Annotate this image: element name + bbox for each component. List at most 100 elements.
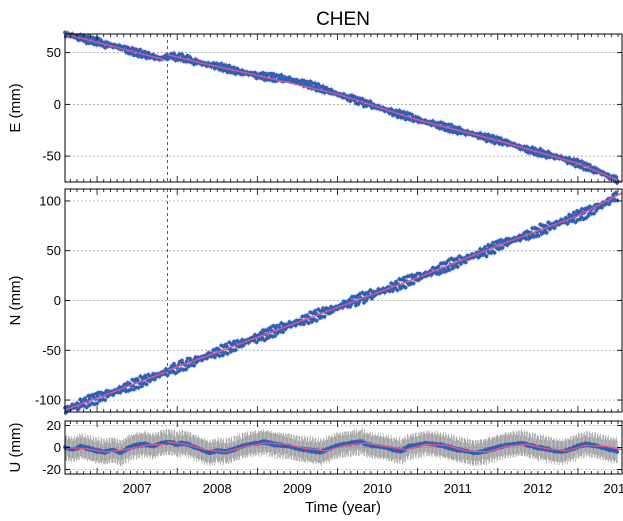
x-tick-label: 2008 (203, 481, 232, 496)
data-point (138, 374, 143, 379)
data-point (614, 175, 619, 180)
data-point (607, 202, 612, 206)
model-fit-line (167, 192, 623, 371)
data-point (455, 256, 459, 261)
y-tick-label: -20 (42, 462, 61, 477)
data-point (301, 322, 306, 327)
data-point (592, 211, 596, 216)
y-tick-label: 0 (54, 440, 61, 455)
model-fit-line (64, 33, 166, 61)
data-point (220, 353, 225, 358)
data-point (484, 254, 489, 259)
data-point (281, 330, 285, 334)
y-tick-label: -100 (35, 393, 61, 408)
x-tick-label: 2009 (283, 481, 312, 496)
data-point (580, 159, 584, 164)
data-point (615, 198, 620, 203)
data-point (552, 226, 557, 230)
data-point (546, 149, 551, 154)
panel-frame (64, 33, 623, 183)
data-point (436, 264, 441, 269)
data-point (233, 348, 238, 352)
data-point (403, 285, 408, 290)
data-point (204, 356, 209, 361)
data-point (544, 230, 549, 235)
y-tick-label: 50 (47, 45, 61, 60)
y-tick-label: 50 (47, 243, 61, 258)
data-point (614, 191, 619, 196)
y-tick-label: 100 (39, 193, 61, 208)
data-point (457, 125, 462, 130)
data-point (165, 373, 170, 378)
data-point (447, 267, 452, 272)
data-point (391, 282, 396, 287)
data-point (316, 82, 321, 87)
data-point (439, 270, 444, 275)
data-point (227, 63, 232, 68)
data-point (258, 331, 263, 335)
data-point (577, 209, 582, 214)
data-point (536, 234, 541, 238)
model-fit-line (64, 443, 166, 453)
data-point (306, 321, 311, 325)
data-point (349, 302, 354, 307)
x-tick-label: 2010 (363, 481, 392, 496)
x-tick-label: 2007 (123, 481, 152, 496)
y-axis-label: U (mm) (7, 423, 24, 473)
chart-title: CHEN (316, 9, 370, 30)
data-point (314, 318, 319, 323)
y-tick-label: 0 (54, 97, 61, 112)
data-point (111, 393, 115, 397)
data-point (136, 378, 140, 383)
data-point (547, 227, 552, 232)
data-point (217, 354, 222, 358)
panel-N: 100 50 0 -50 -100 N (mm) (7, 188, 623, 416)
data-point (360, 96, 365, 101)
data-point (103, 398, 107, 402)
model-fit-line (167, 54, 623, 183)
data-point (254, 340, 259, 345)
data-point (580, 207, 584, 211)
data-point (95, 401, 99, 406)
data-point (152, 377, 157, 382)
panel-E: 50 0 -50 E (mm) (7, 29, 623, 186)
model-fit-line (167, 441, 623, 453)
data-point (184, 367, 188, 372)
panels-group: 50 0 -50 E (mm) 100 50 0 -50 -100 N (mm) 20 0 -20 U (… (7, 29, 623, 496)
data-point (444, 260, 449, 265)
data-point (569, 213, 574, 218)
data-point (76, 406, 81, 411)
y-axis-label: E (mm) (7, 83, 24, 132)
x-tick-label: 2012 (523, 481, 552, 496)
data-point (411, 281, 416, 286)
data-point (136, 385, 141, 390)
data-point (389, 107, 394, 111)
x-tick-labels: 2007 2008 2009 2010 2011 2012 2013 (123, 481, 623, 496)
data-point (310, 311, 315, 316)
data-point (600, 205, 604, 210)
y-tick-label: -50 (42, 343, 61, 358)
data-point (318, 309, 323, 314)
data-point (565, 221, 570, 226)
data-point (455, 264, 460, 269)
data-point (492, 250, 497, 255)
data-point (273, 334, 277, 338)
y-tick-label: -50 (42, 149, 61, 164)
data-point (500, 246, 505, 250)
data-point (362, 300, 366, 305)
y-axis-label: N (mm) (7, 276, 24, 326)
data-point (322, 314, 327, 319)
model-fit-line (64, 371, 166, 411)
data-point (528, 235, 533, 240)
data-point (140, 384, 144, 388)
data-point (499, 238, 503, 242)
data-point (395, 288, 400, 293)
data-point (370, 296, 374, 301)
data-point (573, 220, 578, 225)
x-tick-label: 2011 (444, 481, 472, 496)
data-point (271, 71, 276, 76)
data-point (138, 47, 143, 52)
data-point (459, 262, 463, 266)
y-tick-label: 20 (47, 418, 61, 433)
